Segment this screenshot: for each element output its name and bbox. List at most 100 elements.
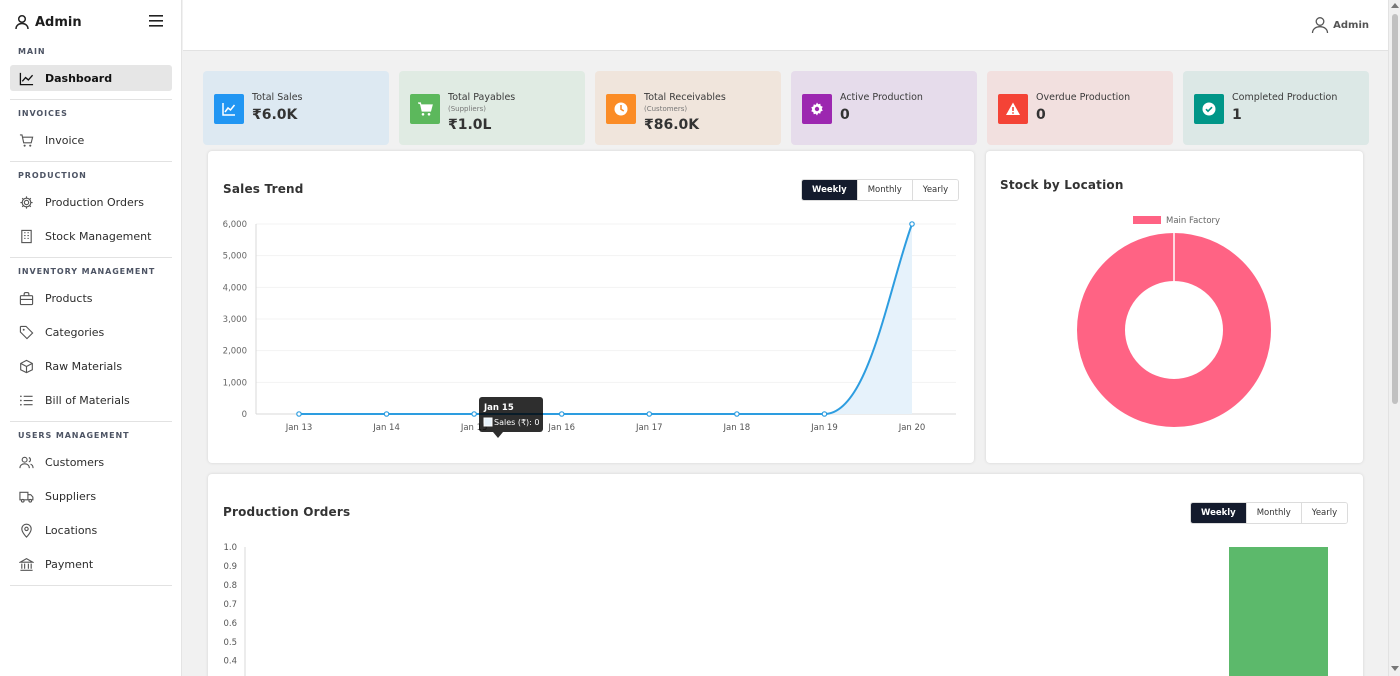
tooltip-box: [479, 397, 543, 432]
sidebar-item-bill-of-materials[interactable]: Bill of Materials: [10, 387, 172, 413]
sales-data-point: [821, 411, 828, 417]
sales-data-point: [383, 411, 390, 417]
sales-data-point: [558, 411, 565, 417]
stock-by-location-panel: Stock by Location Main Factory: [986, 151, 1363, 463]
hamburger-menu-icon[interactable]: [148, 14, 164, 28]
sidebar-item-label: Customers: [45, 455, 105, 469]
sidebar-item-label: Suppliers: [45, 489, 97, 503]
legend-label: Main Factory: [1166, 216, 1220, 226]
x-tick-label: Jan 20: [898, 423, 926, 433]
warning-icon: [1006, 102, 1020, 115]
sidebar-item-payment[interactable]: Payment: [10, 551, 172, 577]
x-tick-label: Jan 17: [635, 423, 663, 433]
sidebar-item-categories[interactable]: Categories: [10, 319, 172, 345]
x-tick-label: Jan 19: [810, 423, 838, 433]
sales-trend-title: Sales Trend: [223, 182, 304, 196]
stat-card-overdue-production: Overdue Production 0: [987, 71, 1173, 145]
weekly-button[interactable]: Weekly: [1191, 503, 1246, 523]
chart-line-icon: [222, 103, 236, 116]
brand-title: Admin: [35, 14, 82, 30]
stat-title: Active Production: [840, 92, 923, 103]
tooltip-value: Sales (₹): 0: [494, 418, 540, 427]
weekly-button[interactable]: Weekly: [802, 180, 857, 200]
chart-tooltip: Jan 15 Sales (₹): 0: [479, 397, 543, 438]
bar: [1229, 547, 1328, 676]
x-tick-label: Jan 13: [285, 423, 313, 433]
stat-icon-box: [998, 94, 1028, 124]
sidebar: Admin MAIN Dashboard INVOICES Invoice PR…: [0, 0, 182, 676]
map-pin-icon: [21, 523, 32, 538]
y-tick-label: 0.8: [223, 581, 237, 591]
scroll-up-arrow-icon[interactable]: [1391, 3, 1399, 8]
y-tick-label: 0.9: [223, 562, 237, 572]
monthly-button[interactable]: Monthly: [856, 180, 912, 200]
sidebar-item-suppliers[interactable]: Suppliers: [10, 483, 172, 509]
sidebar-item-dashboard[interactable]: Dashboard: [10, 65, 172, 91]
scrollbar[interactable]: [1388, 0, 1400, 676]
sidebar-item-raw-materials[interactable]: Raw Materials: [10, 353, 172, 379]
scroll-down-arrow-icon[interactable]: [1391, 666, 1399, 671]
scrollbar-thumb[interactable]: [1392, 14, 1398, 404]
truck-icon: [19, 491, 34, 503]
check-circle-icon: [1202, 102, 1216, 116]
users-icon: [19, 456, 34, 468]
tooltip-title: Jan 15: [483, 403, 514, 413]
section-label-main: MAIN: [18, 47, 46, 56]
user-menu[interactable]: Admin: [1311, 16, 1369, 34]
y-tick-label: 1.0: [223, 543, 237, 553]
stat-icon-box: [410, 94, 440, 124]
stat-title: Overdue Production: [1036, 92, 1131, 103]
y-tick-label: 3,000: [223, 315, 247, 325]
sales-data-point: [734, 411, 740, 417]
section-label-users: USERS MANAGEMENT: [18, 431, 130, 440]
stock-by-location-chart: Main Factory: [1077, 216, 1271, 427]
production-orders-chart: 1.0 0.9 0.8 0.7 0.6 0.5 0.4: [223, 543, 1328, 676]
y-tick-label: 0: [242, 410, 247, 420]
stat-value: 1: [1232, 107, 1242, 123]
sales-trend-chart: 0 1,000 2,000 3,000 4,000 5,000 6,000 Jan 13 Jan…: [223, 220, 956, 438]
stat-icon-box: [214, 94, 244, 124]
sidebar-item-production-orders[interactable]: Production Orders: [10, 189, 172, 215]
sidebar-item-label: Stock Management: [45, 229, 152, 243]
yearly-button[interactable]: Yearly: [1300, 503, 1348, 523]
sidebar-item-label: Raw Materials: [45, 359, 123, 373]
sidebar-item-invoice[interactable]: Invoice: [10, 127, 172, 153]
sidebar-item-label: Categories: [45, 325, 105, 339]
sidebar-item-label: Bill of Materials: [45, 393, 130, 407]
sidebar-item-label: Products: [45, 291, 93, 305]
topbar: Admin: [183, 0, 1388, 51]
stat-subtitle: (Suppliers): [448, 105, 486, 113]
stat-value: 0: [1036, 107, 1046, 123]
sidebar-item-products[interactable]: Products: [10, 285, 172, 311]
tooltip-pointer: [493, 432, 503, 438]
divider: [10, 99, 172, 100]
sidebar-item-label: Dashboard: [45, 71, 113, 85]
sales-trend-panel: Sales Trend Weekly Monthly Yearly 0 1,000…: [208, 151, 974, 463]
stat-icon-box: [1194, 94, 1224, 124]
sidebar-item-customers[interactable]: Customers: [10, 449, 172, 475]
tooltip-swatch: [483, 417, 493, 427]
stat-card-completed-production: Completed Production 1: [1183, 71, 1369, 145]
bag-icon: [19, 291, 34, 305]
stat-icon-box: [606, 94, 636, 124]
stat-card-total-payables: Total Payables (Suppliers) ₹1.0L: [399, 71, 585, 145]
sidebar-item-label: Locations: [45, 523, 98, 537]
divider: [10, 257, 172, 258]
x-tick-label: Jan 14: [372, 423, 400, 433]
cart-icon: [19, 133, 34, 147]
yearly-button[interactable]: Yearly: [911, 180, 959, 200]
x-tick-label: Jan 16: [547, 423, 575, 433]
sidebar-item-stock-management[interactable]: Stock Management: [10, 223, 172, 249]
section-label-invoices: INVOICES: [18, 109, 68, 118]
y-tick-label: 0.7: [223, 600, 237, 610]
list-icon: [20, 394, 33, 406]
sidebar-item-locations[interactable]: Locations: [10, 517, 172, 543]
divider: [10, 161, 172, 162]
monthly-button[interactable]: Monthly: [1245, 503, 1301, 523]
clock-icon: [614, 102, 628, 116]
x-tick-label: Jan 15: [460, 423, 488, 433]
sales-series-line: [299, 223, 913, 416]
user-icon: [15, 14, 29, 30]
stat-title: Completed Production: [1232, 92, 1338, 103]
y-tick-label: 5,000: [223, 252, 247, 262]
